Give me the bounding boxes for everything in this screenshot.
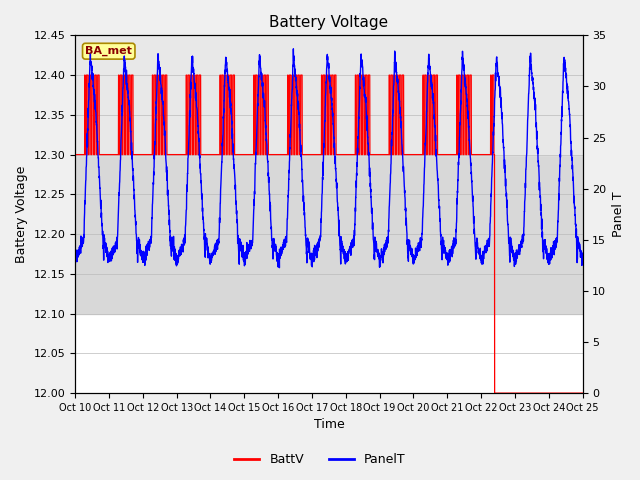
Text: BA_met: BA_met	[85, 46, 132, 56]
Bar	[75, 155, 582, 313]
Y-axis label: Battery Voltage: Battery Voltage	[15, 166, 28, 263]
Bar	[75, 36, 582, 155]
X-axis label: Time: Time	[314, 419, 344, 432]
Y-axis label: Panel T: Panel T	[612, 192, 625, 237]
Title: Battery Voltage: Battery Voltage	[269, 15, 388, 30]
Legend: BattV, PanelT: BattV, PanelT	[229, 448, 411, 471]
